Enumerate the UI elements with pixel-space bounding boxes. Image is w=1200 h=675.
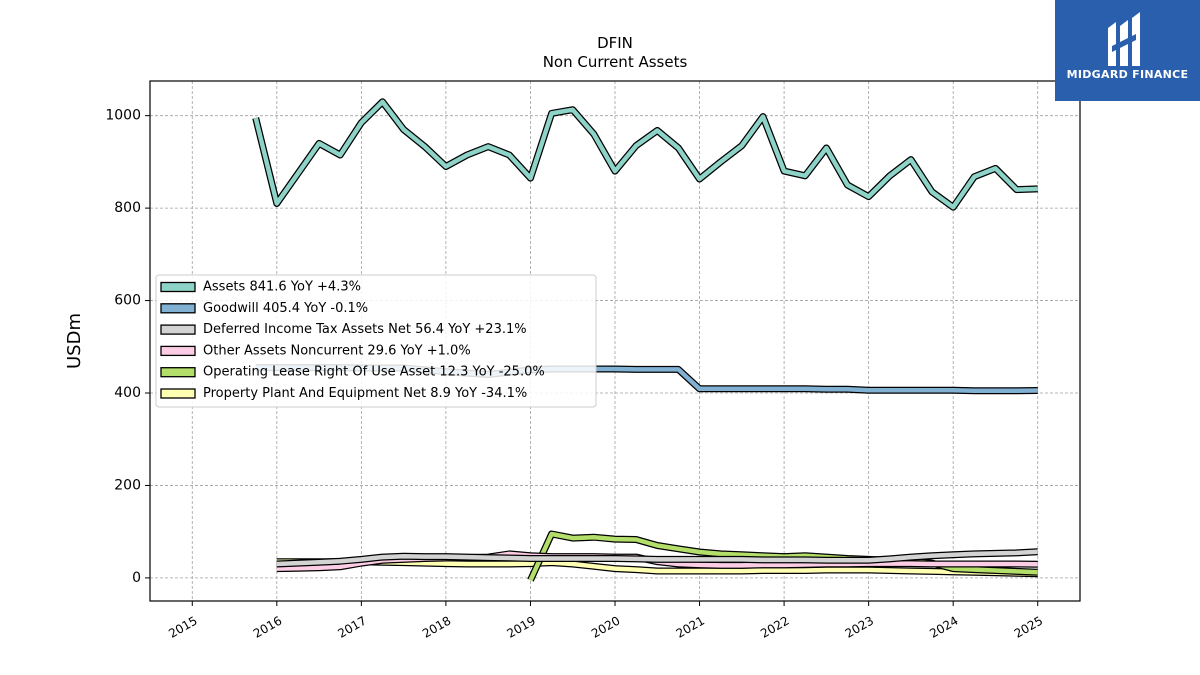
legend-swatch — [160, 367, 196, 378]
x-tick-label: 2016 — [251, 613, 284, 640]
y-tick-label: 600 — [114, 293, 141, 309]
legend-entry: Goodwill 405.4 YoY -0.1% — [203, 301, 368, 316]
legend-swatch — [160, 281, 196, 293]
brand-logo: MIDGARD FINANCE — [1055, 0, 1200, 101]
x-tick-label: 2023 — [843, 613, 876, 640]
x-tick-label: 2018 — [420, 613, 453, 640]
x-tick-label: 2022 — [758, 613, 791, 640]
x-tick-label: 2020 — [589, 613, 622, 640]
y-tick-label: 1000 — [105, 108, 141, 124]
x-tick-label: 2021 — [674, 613, 707, 640]
legend-entry: Assets 841.6 YoY +4.3% — [203, 280, 361, 295]
legend-box — [155, 274, 597, 408]
y-tick-label: 0 — [132, 570, 141, 586]
series-line — [253, 99, 1038, 210]
legend-entry: Operating Lease Right Of Use Asset 12.3 … — [203, 365, 545, 380]
legend-swatch — [160, 303, 196, 314]
brand-logo-icon — [1108, 12, 1140, 66]
brand-name: MIDGARD FINANCE — [1066, 68, 1189, 81]
legend-entry: Deferred Income Tax Assets Net 56.4 YoY … — [203, 322, 527, 337]
y-axis-label: USDm — [64, 313, 85, 369]
legend: Assets 841.6 YoY +4.3% Goodwill 405.4 YoY… — [155, 274, 597, 408]
legend-swatch — [160, 324, 196, 335]
x-tick-label: 2024 — [927, 613, 960, 640]
x-tick-label: 2015 — [166, 613, 199, 640]
x-tick-label: 2017 — [335, 613, 368, 640]
chart-title: DFIN — [597, 34, 633, 52]
y-tick-label: 800 — [114, 200, 141, 216]
series-outline — [252, 98, 1038, 211]
y-tick-label: 400 — [114, 385, 141, 401]
x-tick-label: 2019 — [505, 613, 538, 640]
chart-subtitle: Non Current Assets — [543, 53, 688, 71]
legend-swatch — [160, 345, 196, 357]
y-tick-label: 200 — [114, 477, 141, 493]
legend-entry: Other Assets Noncurrent 29.6 YoY +1.0% — [203, 343, 471, 358]
legend-entry: Property Plant And Equipment Net 8.9 YoY… — [203, 386, 527, 401]
legend-swatch — [160, 388, 196, 399]
x-tick-label: 2025 — [1012, 613, 1045, 640]
series-line — [276, 549, 1038, 567]
